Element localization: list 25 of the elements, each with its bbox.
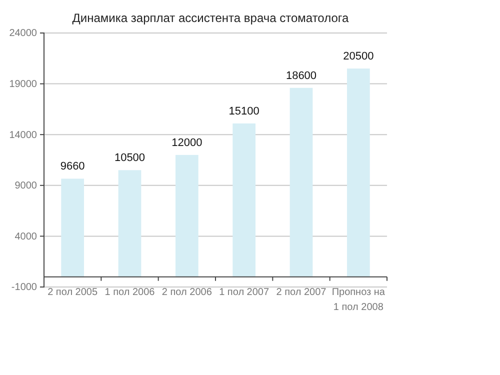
x-tick-label: Пропноз на 1 пол 2008 — [332, 286, 386, 313]
y-tick-label: 4000 — [14, 231, 38, 242]
x-tick-label: 2 пол 2005 — [48, 286, 98, 298]
y-tick-label: 19000 — [9, 79, 38, 90]
chart-title: Динамика зарплат ассистента врача стоматолога — [72, 11, 350, 25]
data-label: 9660 — [60, 160, 85, 173]
y-tick-label: 9000 — [14, 180, 38, 192]
bar — [232, 123, 256, 277]
x-tick-label: 2 пол 2007 — [276, 286, 327, 298]
y-tick-label: -1000 — [11, 282, 38, 294]
data-label: 20500 — [343, 50, 374, 63]
data-label: 12000 — [172, 136, 202, 149]
y-tick-label: 14000 — [9, 130, 38, 141]
x-tick-label: 1 пол 2006 — [104, 286, 156, 298]
bar — [61, 178, 84, 277]
y-tick-label: 24000 — [9, 28, 38, 40]
data-label: 15100 — [228, 105, 260, 118]
x-tick-label: 2 пол 2006 — [162, 286, 212, 298]
bar — [346, 68, 370, 277]
data-label: 18600 — [286, 70, 317, 82]
bar — [118, 170, 142, 277]
data-label: 10500 — [114, 152, 146, 164]
bar — [290, 88, 313, 277]
x-tick-label: 1 пол 2007 — [219, 286, 270, 298]
bar — [175, 154, 198, 277]
